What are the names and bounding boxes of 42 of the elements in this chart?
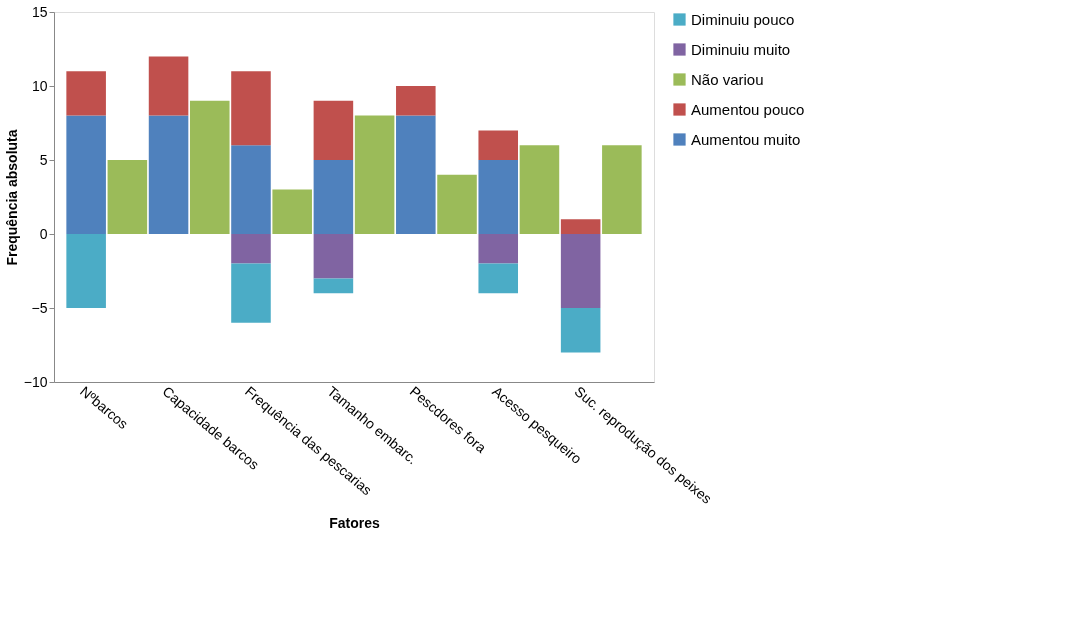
bar xyxy=(148,56,189,116)
bar xyxy=(437,174,477,234)
bar xyxy=(231,234,271,264)
bar xyxy=(66,115,106,234)
x-axis-title: Fatores xyxy=(329,514,380,531)
legend-label: Diminuiu pouco xyxy=(691,10,795,28)
bar xyxy=(231,145,271,234)
y-axis-title: Frequência absoluta xyxy=(3,129,20,266)
bar xyxy=(231,71,271,146)
bar xyxy=(396,86,436,116)
bar xyxy=(602,145,642,234)
y-tick-label: −10 xyxy=(23,373,48,390)
y-tick-label: 5 xyxy=(39,151,48,168)
bar xyxy=(189,100,230,234)
bar xyxy=(354,115,395,234)
y-tick-label: 0 xyxy=(39,225,48,242)
y-tick-label: 10 xyxy=(31,77,48,94)
legend-label: Aumentou pouco xyxy=(691,100,805,118)
bar xyxy=(66,71,106,116)
legend-label: Aumentou muito xyxy=(691,130,801,148)
bar xyxy=(560,308,601,353)
bar xyxy=(272,189,312,234)
bar xyxy=(107,160,148,234)
bar xyxy=(519,145,560,234)
y-tick-label: 15 xyxy=(31,3,48,20)
bar xyxy=(478,130,519,160)
bar xyxy=(313,100,354,160)
bar xyxy=(478,263,519,294)
bar xyxy=(148,115,189,234)
y-tick-label: −5 xyxy=(31,299,48,316)
legend-label: Diminuiu muito xyxy=(691,40,791,58)
bar xyxy=(478,234,519,264)
bar xyxy=(66,234,106,308)
bar xyxy=(313,160,354,234)
bar xyxy=(560,234,601,308)
legend-label: Não variou xyxy=(691,70,764,88)
bar xyxy=(560,219,601,234)
bar xyxy=(313,234,354,279)
bar xyxy=(231,263,271,323)
bar xyxy=(313,278,354,294)
bar xyxy=(478,160,519,234)
bar xyxy=(396,115,436,234)
